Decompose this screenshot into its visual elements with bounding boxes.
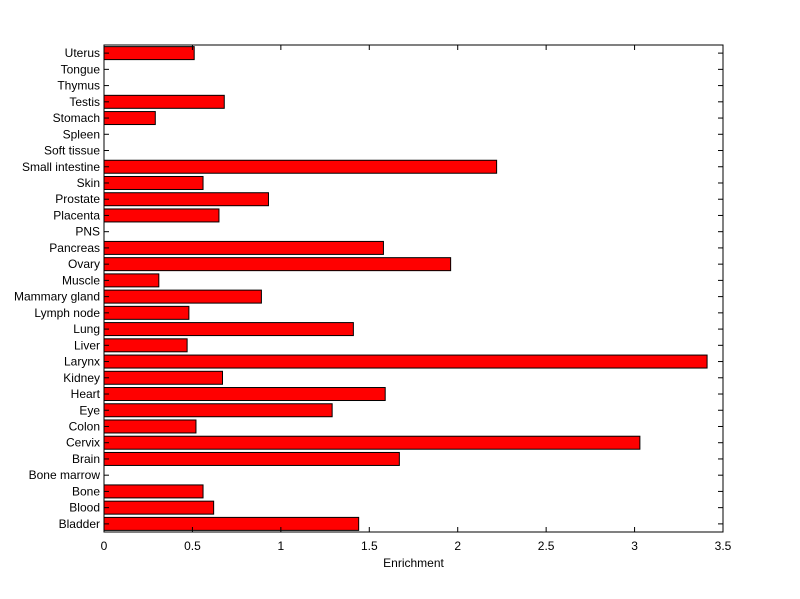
bar-mammary-gland	[103, 289, 262, 304]
bar-liver	[103, 338, 188, 353]
x-tick-label: 3.5	[715, 539, 732, 553]
x-axis-title: Enrichment	[383, 556, 444, 570]
y-tick-label-thymus: Thymus	[57, 79, 100, 93]
y-tick-label-eye: Eye	[79, 403, 100, 417]
y-tick-label-bone: Bone	[72, 484, 100, 498]
y-tick-label-small-intestine: Small intestine	[22, 160, 100, 174]
y-tick-label-kidney: Kidney	[63, 371, 100, 385]
x-tick-label: 1.5	[361, 539, 378, 553]
y-tick-label-muscle: Muscle	[62, 273, 100, 287]
y-tick-label-lung: Lung	[73, 322, 100, 336]
y-tick-label-bone-marrow: Bone marrow	[29, 468, 101, 482]
plot-frame	[103, 44, 724, 533]
y-tick-label-ovary: Ovary	[68, 257, 100, 271]
bar-larynx	[103, 354, 708, 369]
y-tick-label-spleen: Spleen	[63, 127, 100, 141]
bar-colon	[103, 419, 197, 434]
x-tick-label: 0	[101, 539, 108, 553]
bar-ovary	[103, 257, 452, 272]
y-tick-label-soft-tissue: Soft tissue	[44, 144, 100, 158]
labels-layer: Bladder Blood Bone Bone marrow Brain Cervix Co…	[14, 46, 732, 553]
plot-area	[104, 45, 723, 532]
bar-uterus	[103, 46, 195, 61]
y-tick-label-skin: Skin	[77, 176, 100, 190]
x-tick-label: 0.5	[184, 539, 201, 553]
bar-small-intestine	[103, 159, 498, 174]
y-tick-label-lymph-node: Lymph node	[34, 306, 100, 320]
y-tick-label-brain: Brain	[72, 452, 100, 466]
bar-prostate	[103, 192, 269, 207]
y-tick-label-placenta: Placenta	[53, 208, 100, 222]
bar-bone	[103, 484, 204, 499]
bar-testis	[103, 94, 225, 109]
y-tick-label-pancreas: Pancreas	[49, 241, 100, 255]
y-tick-label-heart: Heart	[71, 387, 101, 401]
y-tick-label-tongue: Tongue	[61, 62, 101, 76]
ticks-layer	[103, 45, 724, 532]
bar-eye	[103, 403, 333, 418]
y-tick-label-prostate: Prostate	[55, 192, 100, 206]
y-tick-label-liver: Liver	[74, 338, 100, 352]
bar-pancreas	[103, 240, 384, 255]
bar-heart	[103, 387, 386, 402]
y-tick-label-stomach: Stomach	[53, 111, 100, 125]
y-tick-label-pns: PNS	[75, 225, 100, 239]
x-tick-label: 2.5	[538, 539, 555, 553]
x-tick-label: 1	[278, 539, 285, 553]
y-tick-label-cervix: Cervix	[66, 436, 100, 450]
bar-kidney	[103, 370, 223, 385]
x-tick-label: 3	[631, 539, 638, 553]
y-tick-label-testis: Testis	[69, 95, 100, 109]
y-tick-label-larynx: Larynx	[64, 355, 100, 369]
bar-placenta	[103, 208, 220, 223]
bar-brain	[103, 451, 400, 466]
y-tick-label-bladder: Bladder	[59, 517, 100, 531]
y-tick-label-mammary-gland: Mammary gland	[14, 290, 100, 304]
y-tick-label-blood: Blood	[69, 501, 100, 515]
bar-lymph-node	[103, 305, 190, 320]
y-tick-label-colon: Colon	[69, 419, 100, 433]
bar-cervix	[103, 435, 641, 450]
y-tick-label-uterus: Uterus	[65, 46, 100, 60]
bar-muscle	[103, 273, 160, 288]
bar-lung	[103, 322, 354, 337]
bar-stomach	[103, 111, 156, 126]
bar-skin	[103, 175, 204, 190]
bar-bladder	[103, 516, 360, 531]
x-tick-label: 2	[454, 539, 461, 553]
bar-blood	[103, 500, 215, 515]
